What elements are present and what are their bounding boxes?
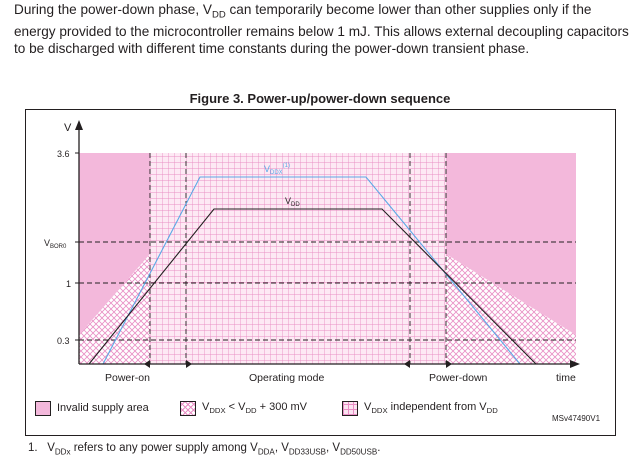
legend-invalid-label: Invalid supply area bbox=[57, 402, 149, 414]
figure-frame bbox=[25, 109, 616, 436]
independent-region bbox=[150, 153, 446, 364]
hatch-region-left bbox=[79, 254, 150, 364]
invalid-area-right bbox=[446, 153, 576, 335]
y-tick-vboro: VBOR0 bbox=[44, 238, 67, 250]
legend-invalid-swatch bbox=[35, 400, 51, 416]
x-axis-arrow bbox=[570, 360, 580, 368]
phase-power-on: Power-on bbox=[105, 372, 150, 384]
x-axis-label: time bbox=[556, 372, 576, 384]
legend-hatch-label: VDDX < VDD + 300 mV bbox=[202, 400, 308, 416]
figure-title: Figure 3. Power-up/power-down sequence bbox=[189, 91, 451, 106]
vdd-curve bbox=[88, 208, 537, 365]
phase-operating: Operating mode bbox=[249, 372, 324, 384]
y-tick-3-6: 3.6 bbox=[57, 149, 70, 159]
invalid-area-left bbox=[79, 153, 150, 335]
y-tick-0-3: 0.3 bbox=[57, 336, 70, 346]
y-tick-1: 1 bbox=[66, 279, 71, 289]
vddx-label: VDDX(1) bbox=[264, 163, 290, 176]
legend-grid: VDDX independent from VDD bbox=[342, 398, 498, 418]
legend-invalid: Invalid supply area bbox=[35, 398, 149, 418]
legend-hatch-swatch bbox=[180, 400, 196, 416]
legend-hatch: VDDX < VDD + 300 mV bbox=[180, 398, 307, 418]
phase-power-down: Power-down bbox=[429, 372, 488, 384]
footnote: 1. VDDx refers to any power supply among… bbox=[28, 442, 381, 457]
intro-paragraph: During the power-down phase, VDD can tem… bbox=[14, 2, 629, 56]
y-axis-label: V bbox=[64, 122, 72, 134]
hatch-region-right bbox=[446, 254, 576, 364]
legend-grid-label: VDDX independent from VDD bbox=[364, 400, 498, 416]
vdd-label: VDD bbox=[285, 196, 300, 208]
y-axis-arrow bbox=[75, 120, 83, 130]
figure-reference: MSv47490V1 bbox=[552, 414, 601, 423]
legend-grid-swatch bbox=[342, 400, 358, 416]
